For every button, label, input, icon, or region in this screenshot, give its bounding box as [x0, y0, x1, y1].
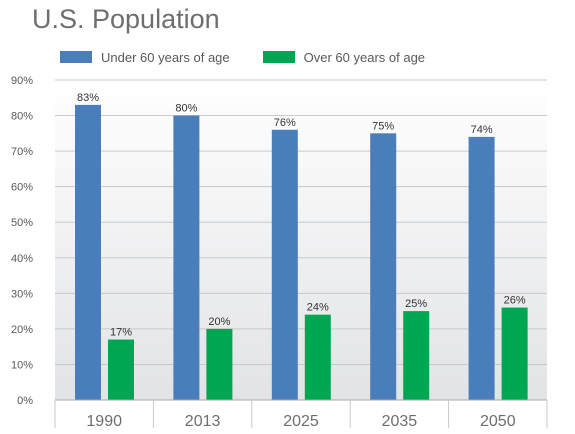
- y-tick-label: 40%: [11, 253, 33, 265]
- y-tick-label: 20%: [11, 324, 33, 336]
- bar-labels: 83% 80% 76% 75% 74% 17% 20% 24% 25% 26%: [77, 92, 526, 339]
- legend-item-over-60: Over 60 years of age: [262, 49, 426, 65]
- x-axis: 1990 2013 2025 2035 2050: [54, 399, 548, 430]
- bar-data-label: 24%: [307, 302, 329, 314]
- legend: Under 60 years of age Over 60 years of a…: [60, 49, 458, 65]
- chart-title: U.S. Population: [32, 4, 220, 34]
- bar: [403, 311, 430, 400]
- x-tick-label: 1990: [86, 413, 122, 430]
- x-tick-label: 2050: [480, 413, 516, 430]
- bar-data-label: 74%: [471, 124, 493, 136]
- bar-data-label: 76%: [274, 117, 296, 129]
- y-tick-label: 80%: [11, 111, 33, 123]
- x-tick-label: 2025: [283, 413, 319, 430]
- bar: [370, 133, 397, 401]
- legend-swatch-under-60: [60, 51, 92, 63]
- y-tick-label: 70%: [11, 146, 33, 158]
- legend-swatch-over-60: [262, 51, 295, 63]
- bar-data-label: 26%: [504, 295, 526, 307]
- plot-background: [55, 80, 547, 400]
- legend-label-under-60: Under 60 years of age: [101, 49, 230, 65]
- y-tick-label: 60%: [11, 182, 33, 194]
- bars: [75, 104, 528, 401]
- bar-data-label: 25%: [405, 298, 427, 310]
- x-tick-label: 2035: [382, 413, 418, 430]
- y-tick-label: 10%: [11, 359, 33, 371]
- bar: [501, 307, 528, 400]
- bar-data-label: 20%: [208, 316, 230, 328]
- bar-data-label: 83%: [77, 92, 99, 104]
- bar: [206, 328, 233, 400]
- y-tick-label: 90%: [11, 75, 33, 87]
- legend-item-under-60: Under 60 years of age: [60, 50, 230, 65]
- bar: [108, 339, 134, 400]
- bar-data-label: 17%: [110, 327, 132, 339]
- legend-label-over-60: Over 60 years of age: [303, 49, 426, 65]
- bar: [271, 129, 298, 400]
- y-tick-label: 30%: [11, 288, 33, 300]
- bar: [173, 115, 200, 401]
- y-tick-label: 0%: [17, 395, 33, 407]
- bar-data-label: 80%: [175, 103, 197, 115]
- bar: [304, 314, 331, 400]
- gridlines: [55, 79, 547, 365]
- y-tick-label: 50%: [11, 217, 33, 229]
- bar: [468, 136, 495, 400]
- y-axis: 0% 10% 20% 30% 40% 50% 60% 70% 80% 90%: [11, 75, 33, 407]
- bar-data-label: 75%: [372, 120, 394, 132]
- x-tick-label: 2013: [185, 413, 221, 430]
- bar: [75, 104, 101, 400]
